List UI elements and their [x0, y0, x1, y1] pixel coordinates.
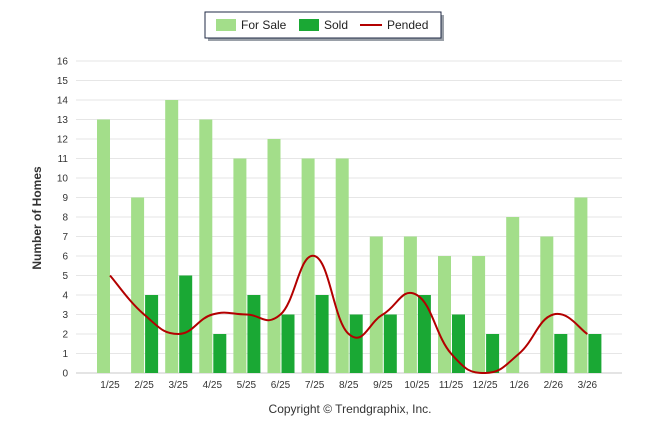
x-tick-label: 2/25 [134, 380, 154, 391]
bars [97, 100, 602, 373]
legend-label-for-sale: For Sale [241, 18, 287, 32]
x-tick-label: 9/25 [373, 380, 393, 391]
y-tick-label: 9 [62, 193, 68, 204]
y-tick-label: 6 [62, 252, 68, 263]
x-tick-label: 11/25 [439, 380, 464, 391]
y-tick-label: 10 [57, 174, 69, 185]
x-tick-label: 12/25 [473, 380, 498, 391]
y-tick-label: 15 [57, 76, 69, 87]
bar-for-sale [472, 256, 486, 373]
y-tick-label: 8 [62, 213, 68, 224]
y-tick-label: 11 [58, 154, 69, 165]
y-tick-label: 7 [62, 232, 68, 243]
y-tick-label: 1 [62, 349, 68, 360]
x-tick-label: 5/25 [237, 380, 257, 391]
bar-for-sale [165, 100, 179, 373]
bar-for-sale [267, 139, 281, 373]
y-tick-label: 5 [62, 271, 68, 282]
bar-sold [281, 314, 295, 373]
x-tick-label: 3/26 [578, 380, 598, 391]
bar-sold [452, 314, 465, 373]
bar-for-sale [335, 158, 349, 373]
bar-for-sale [199, 119, 213, 373]
y-tick-label: 2 [62, 330, 68, 341]
bar-for-sale [97, 119, 110, 373]
series-line-pended [109, 254, 588, 375]
x-tick-label: 7/25 [305, 380, 325, 391]
y-tick-label: 3 [62, 310, 68, 321]
x-tick-label: 8/25 [339, 380, 359, 391]
y-tick-label: 14 [57, 96, 69, 107]
bar-for-sale [540, 236, 554, 373]
x-tick-label: 6/25 [271, 380, 291, 391]
x-tick-label: 2/26 [544, 380, 564, 391]
bar-sold [213, 334, 227, 373]
bar-sold [554, 334, 568, 373]
y-axis-label: Number of Homes [30, 166, 44, 270]
bar-sold [486, 334, 500, 373]
bar-for-sale [233, 158, 247, 373]
bar-sold [383, 314, 397, 373]
bar-sold [145, 295, 159, 373]
bar-sold [247, 295, 261, 373]
x-tick-label: 4/25 [203, 380, 223, 391]
legend-label-sold: Sold [324, 18, 348, 32]
bar-sold [349, 314, 363, 373]
bar-sold [417, 295, 431, 373]
bar-for-sale [574, 197, 588, 373]
x-tick-label: 1/25 [100, 380, 120, 391]
legend: For Sale Sold Pended [204, 11, 444, 41]
x-tick-label: 3/25 [168, 380, 188, 391]
x-tick-label: 1/26 [509, 380, 529, 391]
bar-sold [179, 275, 193, 373]
bar-for-sale [369, 236, 383, 373]
x-axis-ticks: 1/25 2/25 3/25 4/25 5/25 6/25 7/25 8/25 9/25 10/2… [100, 380, 597, 391]
bar-for-sale [438, 256, 451, 373]
y-tick-label: 16 [57, 57, 69, 68]
y-tick-label: 12 [57, 135, 69, 146]
y-tick-label: 13 [57, 115, 69, 126]
bar-sold [315, 295, 329, 373]
y-tick-label: 0 [62, 369, 68, 380]
copyright-credit: Copyright © Trendgraphix, Inc. [269, 402, 432, 416]
legend-swatch-sold [299, 19, 319, 31]
y-tick-label: 4 [62, 291, 68, 302]
bar-for-sale [301, 158, 315, 373]
bar-sold [588, 334, 602, 373]
bar-for-sale [403, 236, 417, 373]
legend-swatch-for-sale [216, 19, 236, 31]
legend-label-pended: Pended [387, 18, 428, 32]
bar-for-sale [506, 217, 520, 373]
x-tick-label: 10/25 [404, 380, 429, 391]
bar-for-sale [131, 197, 145, 373]
